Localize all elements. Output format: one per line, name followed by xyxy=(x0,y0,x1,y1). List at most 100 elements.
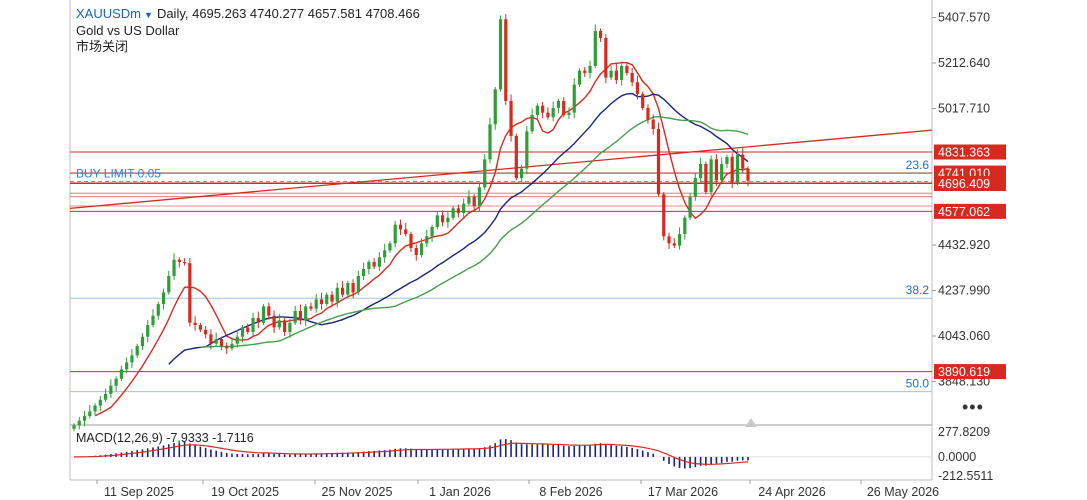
candle-body xyxy=(103,393,108,400)
candle-body xyxy=(651,119,655,129)
date-tick-label: 11 Sep 2025 xyxy=(104,485,174,499)
chevron-down-icon[interactable]: ▼ xyxy=(144,10,153,20)
candle-body xyxy=(567,112,571,115)
macd-tick-label: 0.0000 xyxy=(938,450,976,464)
candle-body xyxy=(688,196,692,218)
candle-body xyxy=(383,250,387,258)
candle-body xyxy=(720,163,724,181)
candle-body xyxy=(119,369,123,379)
candle-body xyxy=(135,346,139,356)
candle-body xyxy=(504,19,508,101)
price-tick-label: 5212.640 xyxy=(938,56,990,70)
market-status: 市场关闭 xyxy=(76,39,129,54)
symbol-name[interactable]: XAUUSDm xyxy=(76,6,142,21)
candle-body xyxy=(204,329,208,335)
date-tick-label: 24 Apr 2026 xyxy=(758,485,825,499)
candle-body xyxy=(272,315,276,328)
candle-body xyxy=(309,306,313,309)
candle-body xyxy=(340,287,345,295)
chart-frame xyxy=(69,0,933,481)
candle-body xyxy=(562,100,566,115)
candle-body xyxy=(230,343,234,349)
candle-body xyxy=(546,112,550,118)
candle-body xyxy=(404,229,408,235)
candle-body xyxy=(109,385,113,394)
price-tick-label: 4432.920 xyxy=(938,238,990,252)
fib-label: 23.6 xyxy=(906,158,930,172)
buy-limit-label: BUY LIMIT 0.05 xyxy=(76,166,161,180)
candle-body xyxy=(335,287,339,302)
candle-body xyxy=(541,105,545,113)
candle-body xyxy=(498,19,503,90)
candle-body xyxy=(346,283,350,295)
candle-body xyxy=(741,154,745,169)
candle-body xyxy=(519,168,524,178)
candle-body xyxy=(98,399,102,406)
date-tick-label: 8 Feb 2026 xyxy=(539,485,602,499)
candle-body xyxy=(130,355,134,363)
candle-body xyxy=(93,405,97,412)
candle-body xyxy=(298,311,303,321)
candle-body xyxy=(425,236,429,244)
candle-body xyxy=(614,70,618,80)
candle-body xyxy=(193,322,197,326)
candle-body xyxy=(667,236,671,244)
candle-body xyxy=(125,362,129,370)
candle-body xyxy=(256,318,260,323)
candle-body xyxy=(446,217,450,223)
candle-body xyxy=(683,217,687,235)
macd-label: MACD(12,26,9) -7.9333 -1.7116 xyxy=(76,431,254,445)
ma-mid-line xyxy=(168,92,749,365)
candle-body xyxy=(414,248,418,256)
candle-body xyxy=(393,224,397,244)
candle-body xyxy=(609,70,613,78)
candle-body xyxy=(377,257,382,267)
scroll-triangle-icon[interactable] xyxy=(745,418,757,427)
candle-body xyxy=(704,163,708,192)
candle-body xyxy=(677,234,682,246)
macd-panel xyxy=(70,439,932,469)
candle-body xyxy=(746,168,750,181)
candle-body xyxy=(572,84,576,113)
candle-body xyxy=(672,243,676,246)
candle-body xyxy=(251,318,255,333)
price-axis: 5407.570 5212.640 5017.710 4432.920 4237.990… xyxy=(932,11,1006,483)
candle-body xyxy=(556,100,561,108)
price-tag-label: 4831.363 xyxy=(938,145,990,159)
candle-body xyxy=(493,89,497,125)
candle-body xyxy=(77,420,81,426)
candle-body xyxy=(372,262,376,267)
macd-tick-label: 277.8209 xyxy=(938,425,990,439)
candle-body xyxy=(577,70,582,85)
price-tag xyxy=(934,203,1006,219)
candle-body xyxy=(620,65,624,80)
candle-body xyxy=(72,425,76,429)
candle-body xyxy=(430,227,434,237)
candle-body xyxy=(367,262,371,270)
candle-body xyxy=(730,156,734,183)
price-tick-label: 5017.710 xyxy=(938,102,990,116)
candle-body xyxy=(293,311,297,323)
more-dots-icon[interactable]: ••• xyxy=(962,397,984,417)
candle-body xyxy=(535,105,539,115)
date-tick-label: 1 Jan 2026 xyxy=(429,485,491,499)
trend-line xyxy=(69,129,933,209)
date-tick-label: 17 Mar 2026 xyxy=(648,485,718,499)
candle-body xyxy=(709,159,713,192)
candle-body xyxy=(177,259,181,263)
macd-signal-line xyxy=(74,442,749,465)
candle-body xyxy=(699,163,703,178)
candle-body xyxy=(409,234,413,249)
candle-body xyxy=(188,263,192,323)
candle-body xyxy=(514,135,518,178)
candle-body xyxy=(167,276,171,293)
candle-body xyxy=(598,30,603,38)
price-tick-label: 4237.990 xyxy=(938,284,990,298)
candle-body xyxy=(314,299,318,309)
candle-body xyxy=(630,72,634,83)
candle-body xyxy=(467,196,471,204)
candle-body xyxy=(356,276,360,293)
ohlc-values: Daily, 4695.263 4740.277 4657.581 4708.4… xyxy=(156,6,420,21)
candle-body xyxy=(646,107,650,120)
